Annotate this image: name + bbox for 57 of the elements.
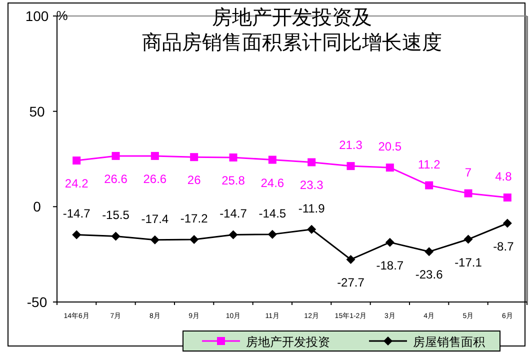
data-label: 26 — [187, 173, 202, 188]
point — [503, 194, 512, 202]
point — [111, 232, 120, 241]
point — [346, 254, 356, 264]
y-axis-title: % — [56, 8, 68, 23]
data-label: -15.5 — [102, 208, 130, 222]
legend-label: 房地产开发投资 — [246, 335, 330, 349]
point — [190, 234, 199, 244]
data-label: 4.8 — [495, 170, 512, 184]
point — [308, 158, 316, 166]
data-label: 7 — [464, 165, 472, 180]
point — [150, 235, 160, 244]
point — [386, 164, 394, 172]
data-label: 26.6 — [143, 172, 167, 186]
point — [112, 152, 120, 160]
point — [190, 153, 198, 162]
point — [268, 230, 277, 239]
data-label: -14.5 — [258, 206, 286, 220]
point — [72, 230, 82, 240]
data-label: -23.6 — [415, 268, 444, 282]
data-label: 11.2 — [418, 157, 441, 172]
point — [346, 162, 355, 170]
data-label: 26.6 — [104, 172, 128, 186]
data-label: -14.7 — [220, 206, 248, 221]
y-tick-label: -50 — [26, 294, 48, 310]
data-label: 24.2 — [64, 176, 89, 191]
data-label: -11.9 — [298, 201, 326, 216]
point — [229, 153, 238, 162]
data-label: 23.3 — [300, 178, 324, 192]
data-label: -8.7 — [493, 239, 514, 254]
text: 商品房销售面积累计同比增长速度 — [142, 32, 442, 54]
y-tick-label: 50 — [29, 103, 45, 120]
data-label: 25.8 — [222, 173, 246, 188]
point — [425, 181, 434, 190]
data-label: -17.2 — [180, 211, 208, 226]
y-tick-label: 100 — [25, 8, 49, 24]
point — [150, 152, 159, 160]
point — [268, 156, 276, 164]
y-tick-label: 0 — [33, 198, 42, 215]
chart-title: 房地产开发投资及 — [212, 7, 372, 29]
point — [502, 218, 512, 228]
data-label: 21.3 — [339, 138, 363, 152]
point — [72, 156, 81, 165]
point — [228, 230, 238, 240]
point — [464, 234, 473, 244]
data-label: -17.1 — [454, 255, 482, 270]
point — [464, 189, 472, 198]
data-label: -27.7 — [337, 275, 365, 290]
data-label: -18.7 — [376, 258, 404, 272]
data-label: -17.4 — [141, 212, 169, 226]
point — [385, 238, 394, 247]
data-label: 20.5 — [378, 140, 402, 154]
legend-label: 房屋销售面积 — [413, 335, 485, 349]
point — [424, 247, 434, 256]
data-label: -14.7 — [62, 206, 91, 221]
point — [307, 224, 316, 234]
data-label: 24.6 — [260, 176, 284, 190]
